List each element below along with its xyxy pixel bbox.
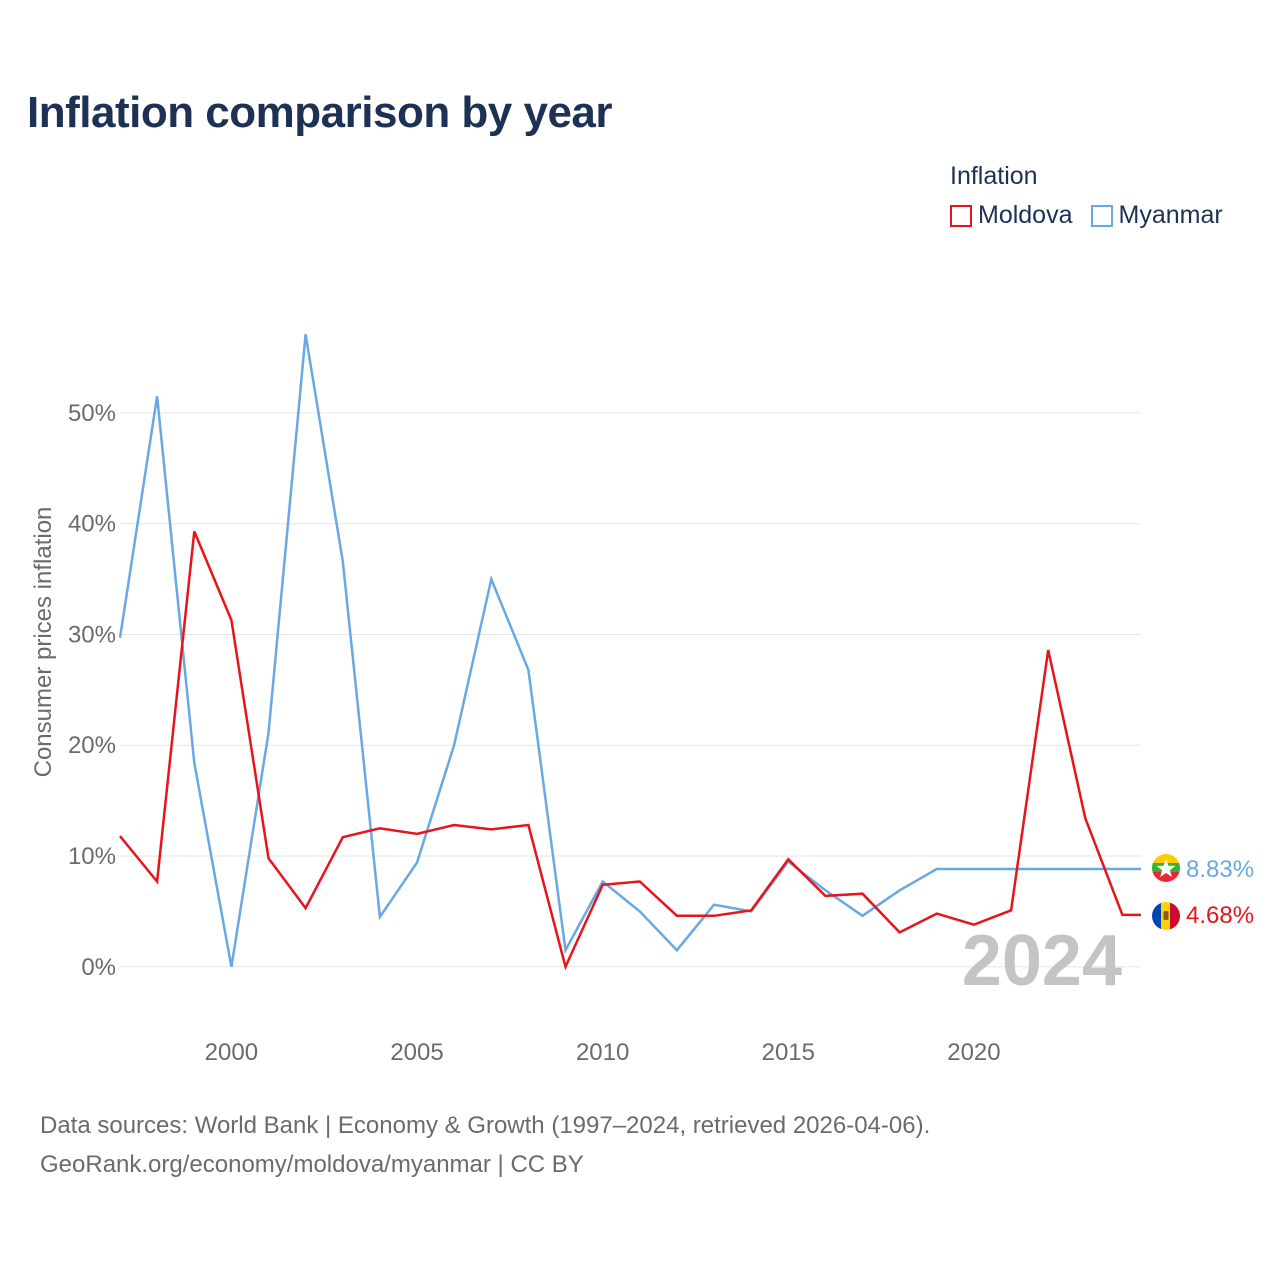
y-tick-label: 10% xyxy=(68,843,116,870)
y-tick-label: 40% xyxy=(68,511,116,538)
legend-item-myanmar[interactable]: Myanmar xyxy=(1090,201,1223,230)
moldova-flag-icon xyxy=(1152,902,1180,930)
legend-label-moldova: Moldova xyxy=(978,201,1073,229)
end-label-myanmar: 8.83% xyxy=(1186,856,1254,883)
chart-title: Inflation comparison by year xyxy=(27,88,613,137)
footer-sources: Data sources: World Bank | Economy & Gro… xyxy=(40,1112,931,1139)
x-tick-label: 2000 xyxy=(205,1039,258,1066)
x-tick-label: 2005 xyxy=(390,1039,443,1066)
legend-swatch-moldova xyxy=(950,204,972,227)
legend-title: Inflation xyxy=(950,162,1038,190)
x-tick-label: 2010 xyxy=(576,1039,629,1066)
y-tick-label: 50% xyxy=(68,400,116,427)
x-tick-label: 2020 xyxy=(947,1039,1000,1066)
legend-label-myanmar: Myanmar xyxy=(1118,201,1223,229)
series-line-moldova[interactable] xyxy=(119,530,1141,971)
y-tick-label: 30% xyxy=(68,621,116,648)
footer-link[interactable]: GeoRank.org/economy/moldova/myanmar | CC… xyxy=(40,1151,584,1178)
series-line-myanmar[interactable] xyxy=(118,334,1141,968)
year-watermark: 2024 xyxy=(962,921,1122,1001)
footer: Data sources: World Bank | Economy & Gro… xyxy=(40,1106,930,1184)
y-tick-label: 20% xyxy=(68,732,116,759)
x-tick-label: 2015 xyxy=(762,1039,815,1066)
legend-item-moldova[interactable]: Moldova xyxy=(950,201,1073,230)
y-tick-label: 0% xyxy=(81,954,116,981)
y-axis-label: Consumer prices inflation xyxy=(30,507,57,778)
legend-swatch-myanmar xyxy=(1090,204,1113,227)
end-label-moldova: 4.68% xyxy=(1186,902,1254,929)
legend: Inflation Moldova Myanmar xyxy=(950,162,1223,230)
myanmar-flag-icon xyxy=(1152,854,1180,882)
